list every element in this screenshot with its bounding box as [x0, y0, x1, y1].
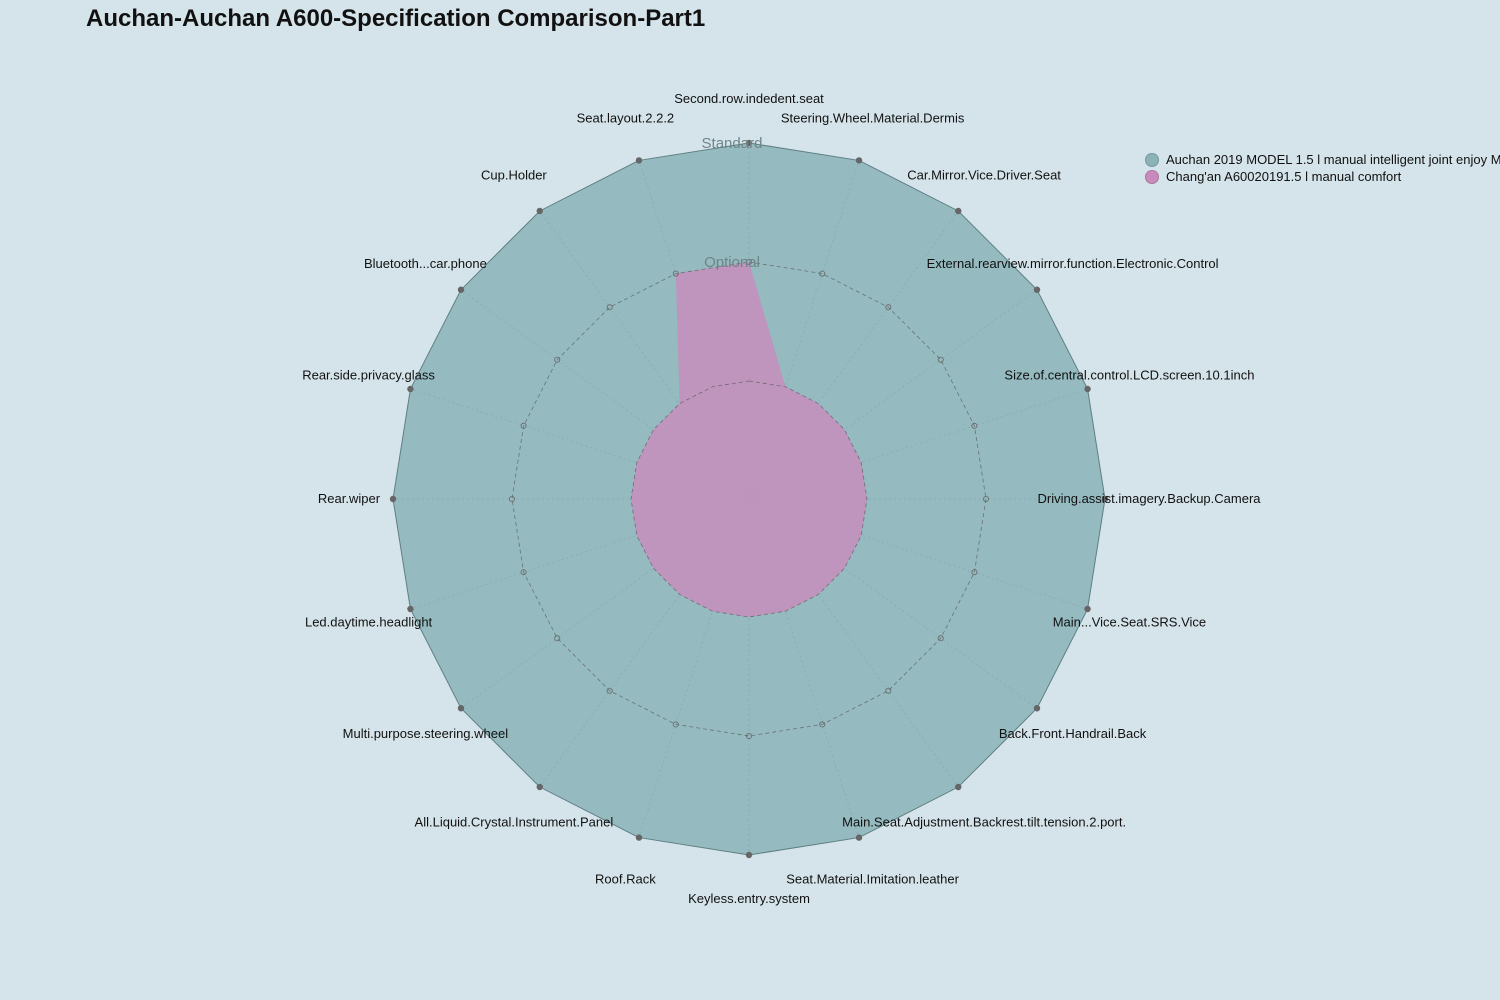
radar-series: [389, 139, 1109, 859]
axis-label: Bluetooth...car.phone: [364, 256, 487, 271]
legend-item: Auchan 2019 MODEL 1.5 l manual intellige…: [1145, 151, 1500, 168]
level-marker: [746, 258, 753, 265]
level-marker: [508, 495, 515, 502]
series-point: [745, 851, 753, 859]
series-point: [1084, 385, 1091, 393]
radar-axis-labels: Second.row.indedent.seat Steering.Wheel.M…: [302, 91, 1261, 906]
level-marker: [885, 687, 892, 694]
axis-label: Back.Front.Handrail.Back: [999, 726, 1147, 741]
level-label: Optional: [704, 254, 760, 271]
level-marker: [971, 422, 978, 429]
level-marker: [554, 356, 561, 363]
level-marker: [672, 270, 679, 277]
axis-label: Seat.layout.2.2.2: [577, 111, 675, 126]
legend-item: Chang'an A60020191.5 l manual comfort: [1145, 168, 1500, 185]
level-marker: [819, 270, 826, 277]
axis-label: Keyless.entry.system: [688, 891, 810, 906]
axis-label: Rear.side.privacy.glass: [302, 367, 435, 382]
level-marker: [746, 733, 753, 740]
series-point: [635, 157, 643, 164]
radar-level-labels: Optional Standard: [702, 135, 763, 271]
series-point: [855, 834, 863, 841]
axis-label: Roof.Rack: [595, 871, 656, 886]
legend-swatch: [1145, 152, 1159, 167]
level-marker: [971, 569, 978, 576]
level-marker: [937, 356, 944, 363]
legend: Auchan 2019 MODEL 1.5 l manual intellige…: [1145, 151, 1500, 185]
series-point: [1084, 605, 1091, 613]
level-marker: [606, 304, 613, 311]
series-point: [407, 605, 414, 613]
series-point: [1033, 705, 1041, 712]
series-point: [955, 207, 962, 215]
axis-label: Rear.wiper: [318, 491, 381, 506]
axis-label: Main.Seat.Adjustment.Backrest.tilt.tensi…: [842, 815, 1126, 830]
series-point: [1101, 495, 1109, 503]
series-point: [635, 834, 643, 841]
series-point: [536, 783, 543, 791]
legend-swatch: [1145, 169, 1159, 184]
level-marker: [672, 721, 679, 728]
legend-label: Chang'an A60020191.5 l manual comfort: [1166, 169, 1402, 184]
level-marker: [983, 495, 990, 502]
radar-level-lines: [508, 258, 990, 740]
series-point: [407, 385, 414, 393]
chart-title: Auchan-Auchan A600-Specification Compari…: [86, 5, 706, 32]
level-marker: [554, 635, 561, 642]
series-point: [457, 286, 465, 293]
series-point: [1033, 286, 1041, 293]
series-point: [855, 157, 863, 164]
series-point: [536, 207, 543, 215]
series-area-2: [631, 262, 867, 617]
series-point: [955, 783, 962, 791]
axis-label: Steering.Wheel.Material.Dermis: [781, 111, 965, 126]
axis-label: Driving.assist.imagery.Backup.Camera: [1038, 491, 1262, 506]
axis-label: Multi.purpose.steering.wheel: [343, 726, 509, 741]
axis-label: Size.of.central.control.LCD.screen.10.1i…: [1004, 367, 1254, 382]
axis-label: Main...Vice.Seat.SRS.Vice: [1053, 615, 1206, 630]
series-point: [389, 495, 397, 503]
level-marker: [520, 422, 527, 429]
axis-label: Car.Mirror.Vice.Driver.Seat: [907, 167, 1061, 182]
axis-label: Cup.Holder: [481, 167, 547, 182]
series-point: [457, 705, 465, 712]
level-marker: [606, 687, 613, 694]
axis-label: Second.row.indedent.seat: [674, 91, 824, 106]
level-marker: [819, 721, 826, 728]
level-marker: [520, 569, 527, 576]
level-ring-1: [511, 261, 987, 737]
level-marker: [937, 635, 944, 642]
level-marker: [885, 304, 892, 311]
series-point: [745, 139, 753, 147]
axis-label: Seat.Material.Imitation.leather: [786, 871, 959, 886]
axis-label: External.rearview.mirror.function.Electr…: [927, 256, 1219, 271]
level-label: Standard: [702, 135, 763, 152]
axis-label: All.Liquid.Crystal.Instrument.Panel: [415, 815, 614, 830]
axis-label: Led.daytime.headlight: [305, 615, 433, 630]
legend-label: Auchan 2019 MODEL 1.5 l manual intellige…: [1166, 152, 1500, 167]
